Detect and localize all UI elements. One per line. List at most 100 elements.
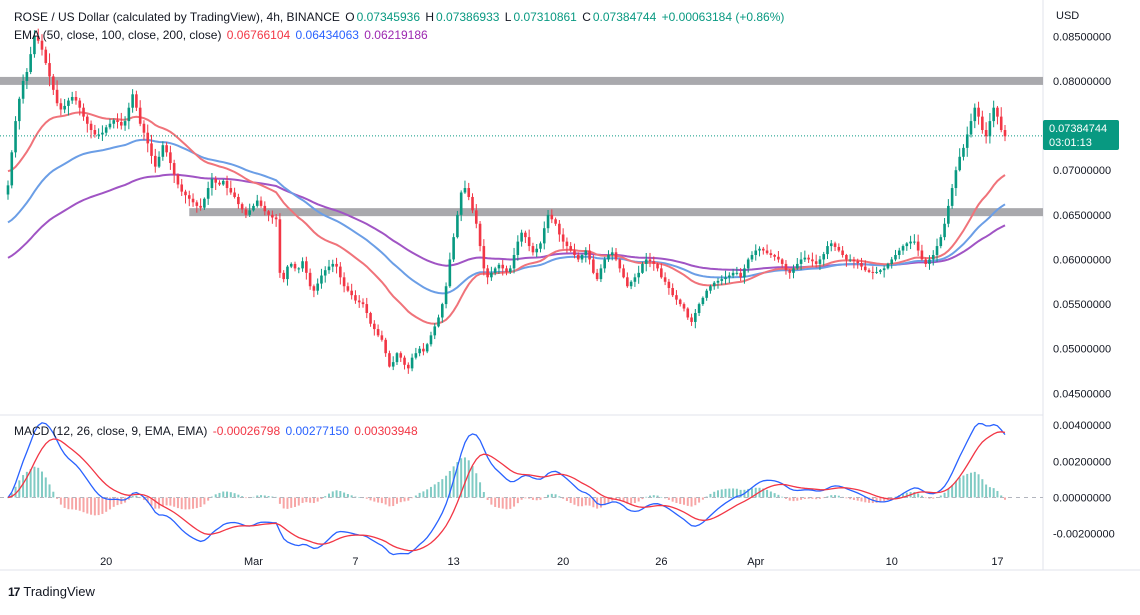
macd-histogram-bar xyxy=(312,497,315,504)
candle-body xyxy=(984,130,988,137)
macd-histogram-bar xyxy=(686,497,689,506)
macd-histogram-bar xyxy=(750,488,753,498)
macd-histogram-bar xyxy=(59,497,62,505)
candle-body xyxy=(169,152,172,164)
macd-histogram-bar xyxy=(902,493,905,498)
macd-histogram-bar xyxy=(539,497,542,500)
candle-body xyxy=(947,205,950,224)
macd-histogram-bar xyxy=(199,497,202,508)
candle-body xyxy=(203,198,206,208)
candle-body xyxy=(437,317,440,327)
macd-histogram-bar xyxy=(173,497,176,507)
candle-body xyxy=(897,250,901,255)
candle-body xyxy=(456,214,459,238)
candle-body xyxy=(599,268,603,280)
time-tick-label: 13 xyxy=(448,556,460,568)
macd-histogram-bar xyxy=(641,497,644,500)
macd-histogram-bar xyxy=(528,497,531,499)
macd-histogram-bar xyxy=(33,466,36,498)
macd-histogram-bar xyxy=(154,497,157,509)
candle-body xyxy=(1003,130,1007,137)
candle-body xyxy=(354,295,357,301)
ema-legend: EMA (50, close, 100, close, 200, close) … xyxy=(14,28,430,42)
macd-histogram-bar xyxy=(977,474,980,498)
candle-body xyxy=(293,263,297,269)
macd-histogram-bar xyxy=(645,496,648,498)
macd-histogram-bar xyxy=(652,495,655,498)
macd-histogram-bar xyxy=(56,497,59,499)
macd-histogram-bar xyxy=(286,497,289,509)
macd-tick-label: 0.00200000 xyxy=(1053,456,1111,468)
close-value: 0.07384744 xyxy=(592,10,657,24)
tradingview-logo[interactable]: 17 TradingView xyxy=(8,584,95,599)
candle-body xyxy=(939,237,943,247)
macd-histogram-bar xyxy=(350,495,353,498)
candle-body xyxy=(656,263,659,269)
macd-histogram-bar xyxy=(467,460,470,498)
price-tick-label: 0.04500000 xyxy=(1053,388,1111,400)
macd-histogram-bar xyxy=(826,496,829,498)
candle-body xyxy=(663,277,667,282)
candle-body xyxy=(629,281,633,287)
macd-histogram-bar xyxy=(675,497,678,503)
macd-histogram-bar xyxy=(630,497,633,504)
macd-histogram-bar xyxy=(301,497,304,503)
macd-histogram-bar xyxy=(135,495,138,498)
macd-histogram-bar xyxy=(716,490,719,498)
macd-histogram-bar xyxy=(520,497,523,500)
candle-body xyxy=(157,156,161,167)
candle-body xyxy=(999,116,1003,131)
candle-body xyxy=(399,353,403,358)
candle-body xyxy=(150,143,153,156)
candle-body xyxy=(746,259,750,269)
macd-histogram-bar xyxy=(724,488,727,498)
macd-label: MACD (12, 26, close, 9, EMA, EMA) xyxy=(14,424,208,438)
bar-countdown-text: 03:01:13 xyxy=(1049,137,1092,149)
candle-body xyxy=(837,246,841,251)
candle-body xyxy=(286,266,289,280)
macd-histogram-bar xyxy=(807,497,810,499)
macd-histogram-bar xyxy=(188,497,191,510)
macd-histogram-bar xyxy=(29,469,32,498)
candle-body xyxy=(814,261,818,264)
candle-body xyxy=(101,132,104,135)
candle-body xyxy=(21,80,25,99)
candle-body xyxy=(490,272,493,278)
macd-histogram-bar xyxy=(879,497,882,503)
candle-body xyxy=(497,264,501,269)
macd-histogram-bar xyxy=(475,473,478,498)
candle-body xyxy=(376,329,380,336)
macd-histogram-bar xyxy=(165,497,168,506)
macd-histogram-bar xyxy=(339,491,342,498)
macd-histogram-bar xyxy=(694,497,697,506)
candle-body xyxy=(516,241,520,255)
macd-histogram-bar xyxy=(656,495,659,498)
candle-body xyxy=(74,96,78,101)
candle-body xyxy=(471,196,474,211)
macd-histogram-bar xyxy=(176,497,179,509)
candle-body xyxy=(829,243,833,247)
time-tick-label: 7 xyxy=(352,556,358,568)
macd-histogram-bar xyxy=(992,488,995,498)
candle-body xyxy=(55,89,59,104)
candle-body xyxy=(357,300,361,303)
macd-histogram-bar xyxy=(701,497,704,500)
candle-body xyxy=(792,268,795,273)
macd-histogram-bar xyxy=(917,493,920,498)
macd-histogram-bar xyxy=(229,492,232,498)
macd-histogram-bar xyxy=(222,491,225,498)
candle-body xyxy=(255,200,259,206)
candle-body xyxy=(569,246,573,251)
macd-histogram-bar xyxy=(40,471,43,498)
macd-histogram-bar xyxy=(682,497,685,505)
macd-histogram-bar xyxy=(392,497,395,507)
ema50-value: 0.06766104 xyxy=(226,28,291,42)
macd-signal-line xyxy=(7,431,1006,552)
macd-histogram-bar xyxy=(565,497,568,502)
candle-body xyxy=(70,96,74,101)
candle-body xyxy=(728,275,731,278)
candle-body xyxy=(244,209,248,215)
candle-body xyxy=(369,313,372,324)
